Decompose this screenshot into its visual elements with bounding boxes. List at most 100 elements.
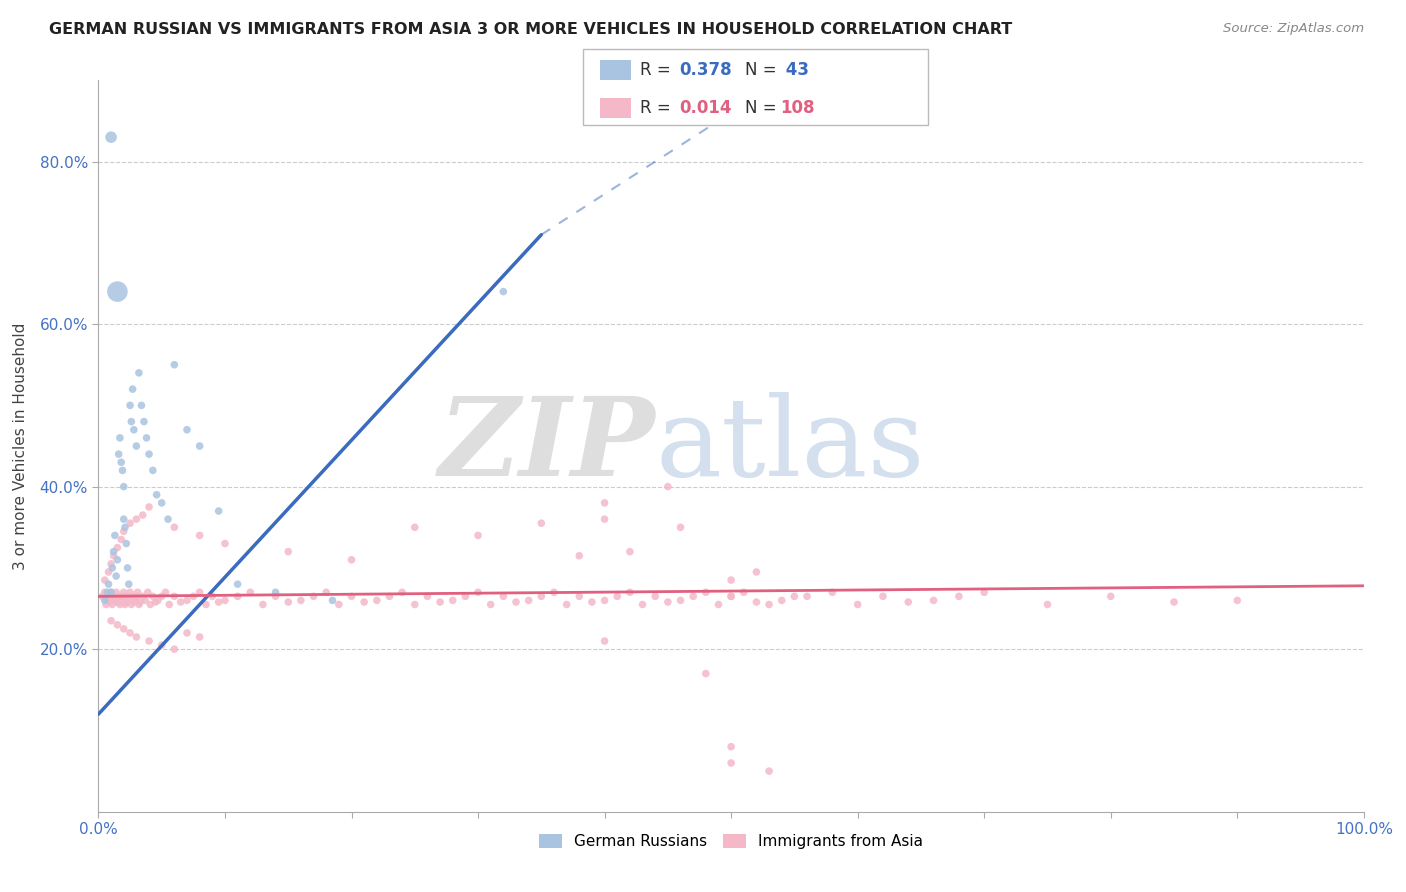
Point [132, 508, 155, 522]
Point [142, 590, 165, 604]
Point [121, 590, 143, 604]
Point [745, 565, 768, 579]
Point [619, 544, 641, 558]
Point [1099, 590, 1122, 604]
Point [100, 130, 122, 145]
Point [568, 590, 591, 604]
Point [441, 593, 464, 607]
Point [252, 598, 274, 612]
Point [581, 595, 603, 609]
Point [194, 598, 218, 612]
Point [101, 598, 124, 612]
Text: GERMAN RUSSIAN VS IMMIGRANTS FROM ASIA 3 OR MORE VEHICLES IN HOUSEHOLD CORRELATI: GERMAN RUSSIAN VS IMMIGRANTS FROM ASIA 3… [49, 22, 1012, 37]
Point [128, 598, 150, 612]
Point [593, 634, 616, 648]
Point [720, 590, 742, 604]
Point [101, 561, 124, 575]
Point [682, 590, 704, 604]
Text: R =: R = [640, 99, 676, 117]
Point [1226, 593, 1249, 607]
Point [315, 585, 337, 599]
Point [93, 585, 117, 599]
Point [416, 590, 439, 604]
Point [176, 593, 198, 607]
Point [479, 598, 502, 612]
Point [226, 590, 249, 604]
Point [530, 590, 553, 604]
Point [150, 590, 173, 604]
Text: 0.014: 0.014 [679, 99, 731, 117]
Point [93, 573, 117, 587]
Point [138, 634, 160, 648]
Point [669, 520, 692, 534]
Point [695, 585, 717, 599]
Point [505, 595, 527, 609]
Point [100, 614, 122, 628]
Point [378, 590, 401, 604]
Point [112, 524, 135, 539]
Point [107, 553, 129, 567]
Point [492, 590, 515, 604]
Point [103, 590, 125, 604]
Point [125, 590, 148, 604]
Point [103, 544, 125, 558]
Point [117, 561, 139, 575]
Point [97, 577, 120, 591]
Point [91, 590, 114, 604]
Point [163, 520, 186, 534]
Point [467, 528, 489, 542]
Point [129, 595, 152, 609]
Point [707, 598, 730, 612]
Point [138, 500, 160, 514]
Point [353, 595, 375, 609]
Point [366, 593, 388, 607]
Point [112, 480, 135, 494]
Point [163, 358, 186, 372]
Point [783, 590, 806, 604]
Point [543, 585, 565, 599]
Point [107, 447, 129, 461]
Point [208, 504, 231, 518]
Point [733, 585, 755, 599]
Point [105, 585, 128, 599]
Point [121, 382, 143, 396]
Point [120, 415, 142, 429]
Point [120, 398, 141, 412]
Point [328, 598, 350, 612]
Legend: German Russians, Immigrants from Asia: German Russians, Immigrants from Asia [533, 828, 929, 855]
Point [138, 447, 160, 461]
Point [922, 593, 945, 607]
Point [183, 590, 205, 604]
Point [321, 593, 344, 607]
Point [593, 512, 616, 526]
Point [214, 536, 236, 550]
Point [948, 590, 970, 604]
Point [110, 455, 132, 469]
Point [555, 598, 578, 612]
Point [100, 585, 122, 599]
Point [176, 423, 198, 437]
Point [94, 598, 117, 612]
Point [107, 617, 129, 632]
Point [96, 585, 118, 599]
Point [770, 593, 793, 607]
Point [122, 595, 145, 609]
Text: atlas: atlas [655, 392, 925, 500]
Point [226, 577, 249, 591]
Point [136, 585, 159, 599]
Point [139, 598, 162, 612]
Point [157, 512, 180, 526]
Text: N =: N = [745, 61, 782, 78]
Point [492, 285, 515, 299]
Point [720, 573, 742, 587]
Point [120, 626, 141, 640]
Point [745, 595, 768, 609]
Point [163, 590, 186, 604]
Point [145, 488, 167, 502]
Point [264, 590, 287, 604]
Point [150, 638, 173, 652]
Point [340, 553, 363, 567]
Point [131, 398, 153, 412]
Point [593, 496, 616, 510]
Point [517, 593, 540, 607]
